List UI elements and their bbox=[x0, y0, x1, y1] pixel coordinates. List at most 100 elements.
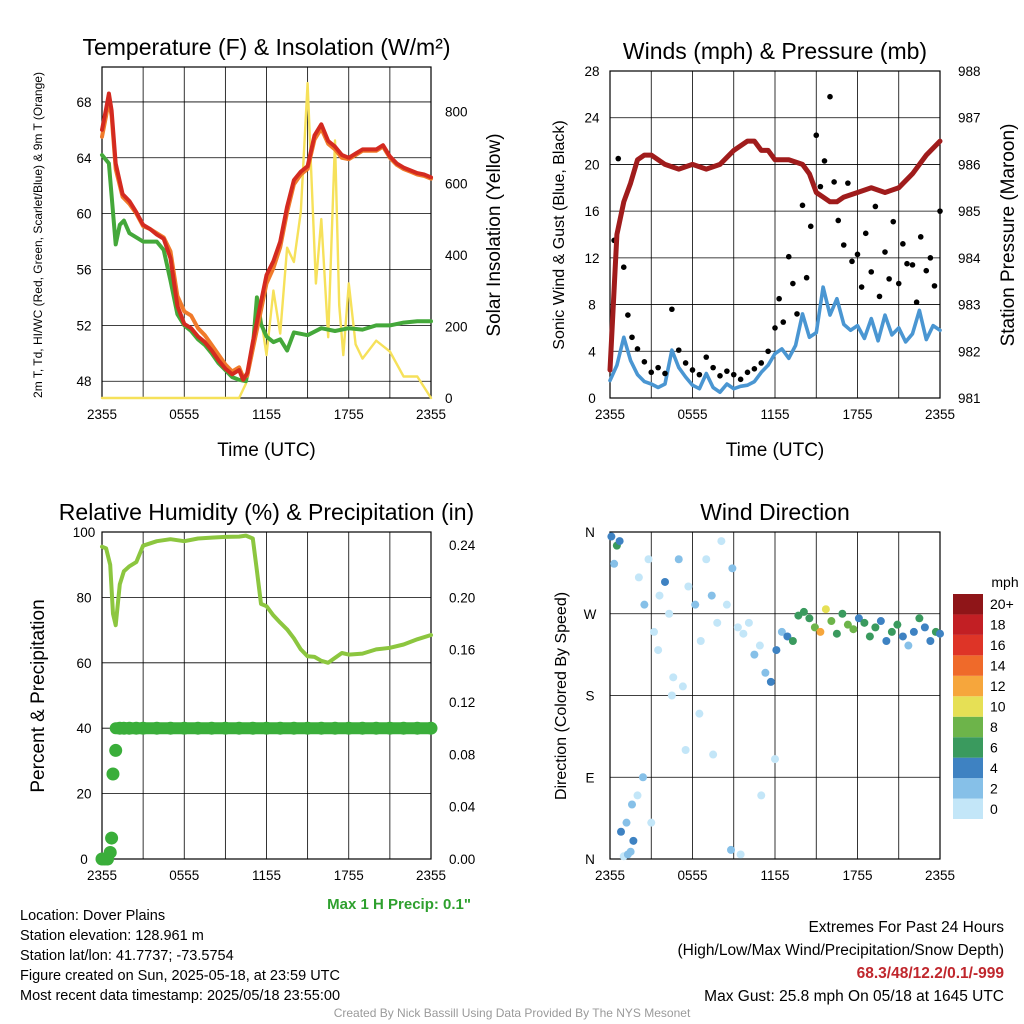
gust-point bbox=[827, 93, 833, 100]
colorbar-swatch bbox=[953, 757, 983, 779]
gust-point bbox=[931, 283, 938, 289]
y-tick-label: E bbox=[585, 770, 594, 785]
x-tick-label: 1755 bbox=[334, 868, 364, 883]
gust-point bbox=[751, 366, 758, 372]
gust-point bbox=[917, 234, 924, 240]
precip-point bbox=[177, 721, 191, 735]
precip-point bbox=[103, 845, 117, 859]
direction-point bbox=[849, 625, 858, 634]
colorbar-label: 8 bbox=[990, 719, 998, 735]
winds-panel: 2355 0555 1155 1755 2355 Winds (mph) & Pressu… bbox=[551, 38, 1019, 461]
direction-point bbox=[610, 559, 619, 568]
precip-point bbox=[218, 721, 232, 735]
colorbar-swatch bbox=[953, 614, 983, 635]
gust-point bbox=[909, 262, 916, 268]
gust-point bbox=[703, 354, 710, 360]
direction-title: Wind Direction bbox=[700, 499, 850, 525]
x-tick-label: 2355 bbox=[595, 407, 625, 422]
precip-point bbox=[232, 721, 246, 735]
gust-point bbox=[845, 180, 851, 186]
gust-point bbox=[890, 218, 897, 225]
temperature-ylabel-right: Solar Insolation (Yellow) bbox=[484, 133, 505, 336]
temperature-ylabel: 2m T, Td, HI/WC (Red, Green, Scarlet/Blu… bbox=[31, 72, 45, 398]
gust-point bbox=[629, 334, 635, 341]
x-tick-label: 2355 bbox=[87, 407, 117, 422]
precip-point bbox=[106, 767, 120, 781]
direction-point bbox=[640, 600, 649, 609]
y-tick-label: 100 bbox=[73, 525, 96, 540]
gust-point bbox=[730, 371, 737, 378]
y-right-tick-label: 0.08 bbox=[449, 747, 475, 762]
gust-point bbox=[840, 242, 847, 248]
series-2m-dewpoint bbox=[100, 153, 433, 384]
winds-ylabel-right: Station Pressure (Maroon) bbox=[998, 124, 1019, 347]
colorbar-label: 4 bbox=[990, 760, 998, 776]
precip-point bbox=[191, 721, 205, 735]
gust-point bbox=[904, 260, 910, 267]
gust-point bbox=[813, 132, 820, 139]
direction-point bbox=[936, 629, 944, 638]
colorbar-swatch bbox=[953, 778, 983, 799]
y-tick-label: 68 bbox=[76, 95, 91, 110]
x-tick-label: 2355 bbox=[925, 407, 955, 422]
direction-point bbox=[757, 791, 766, 800]
y-right-tick-label: 600 bbox=[445, 176, 468, 191]
extremes-info: Extremes For Past 24 Hours (High/Low/Max… bbox=[678, 916, 1005, 1008]
y-right-tick-label: 0.16 bbox=[449, 643, 475, 658]
gust-point bbox=[785, 253, 792, 260]
y-tick-label: 40 bbox=[76, 721, 91, 736]
x-tick-label: 2355 bbox=[416, 407, 446, 422]
direction-point bbox=[736, 850, 745, 859]
y-tick-label: 0 bbox=[80, 852, 88, 867]
x-tick-label: 1155 bbox=[252, 868, 281, 883]
precip-point bbox=[287, 721, 301, 735]
direction-point bbox=[755, 641, 764, 650]
direction-point bbox=[854, 614, 863, 623]
direction-point bbox=[893, 620, 902, 629]
colorbar-title: mph bbox=[991, 574, 1018, 590]
speed-colorbar: mph 0 2 4 6 8 10 12 14 16 18 20+ bbox=[953, 574, 1019, 819]
direction-point bbox=[827, 617, 836, 626]
gust-point bbox=[872, 203, 879, 210]
y-tick-label: N bbox=[585, 525, 595, 540]
gust-point bbox=[710, 364, 716, 371]
extremes-title: Extremes For Past 24 Hours bbox=[808, 919, 1004, 936]
y-tick-label: 8 bbox=[588, 298, 596, 313]
direction-point bbox=[733, 623, 742, 632]
y-tick-label: 60 bbox=[76, 207, 91, 222]
direction-point bbox=[750, 650, 759, 659]
extremes-legend: (High/Low/Max Wind/Precipitation/Snow De… bbox=[677, 942, 1005, 959]
direction-point bbox=[674, 555, 683, 564]
direction-point bbox=[684, 582, 693, 591]
colorbar-label: 12 bbox=[990, 678, 1006, 694]
colorbar-label: 14 bbox=[990, 658, 1006, 674]
x-tick-label: 2355 bbox=[87, 868, 117, 883]
gust-point bbox=[641, 358, 648, 365]
location-text: Location: Dover Plains bbox=[20, 908, 166, 924]
gust-point bbox=[662, 370, 668, 377]
precip-point bbox=[342, 721, 356, 735]
direction-point bbox=[644, 555, 653, 564]
direction-point bbox=[926, 637, 935, 645]
direction-point bbox=[654, 646, 663, 655]
latlon-text: Station lat/lon: 41.7737; -73.5754 bbox=[20, 948, 234, 964]
elevation-text: Station elevation: 128.961 m bbox=[20, 928, 204, 944]
colorbar-label: 16 bbox=[990, 637, 1006, 653]
direction-point bbox=[838, 609, 847, 618]
gust-point bbox=[900, 241, 906, 247]
y-tick-label: 48 bbox=[76, 374, 91, 389]
winds-xlabel: Time (UTC) bbox=[726, 440, 825, 461]
gust-point bbox=[780, 319, 787, 325]
direction-point bbox=[788, 637, 797, 645]
series-sonic-wind bbox=[608, 285, 942, 395]
series-2m-temperature bbox=[100, 91, 433, 382]
y-right-tick-label: 987 bbox=[958, 111, 981, 126]
x-tick-label: 1155 bbox=[252, 407, 281, 422]
gust-point bbox=[803, 274, 810, 281]
direction-point bbox=[783, 632, 792, 641]
colorbar-swatch bbox=[953, 594, 983, 615]
y-right-tick-label: 400 bbox=[445, 248, 468, 263]
gust-point bbox=[794, 311, 800, 317]
humidity-panel: 2355 0555 1155 1755 2355 Relative Humidity (%… bbox=[28, 499, 476, 913]
